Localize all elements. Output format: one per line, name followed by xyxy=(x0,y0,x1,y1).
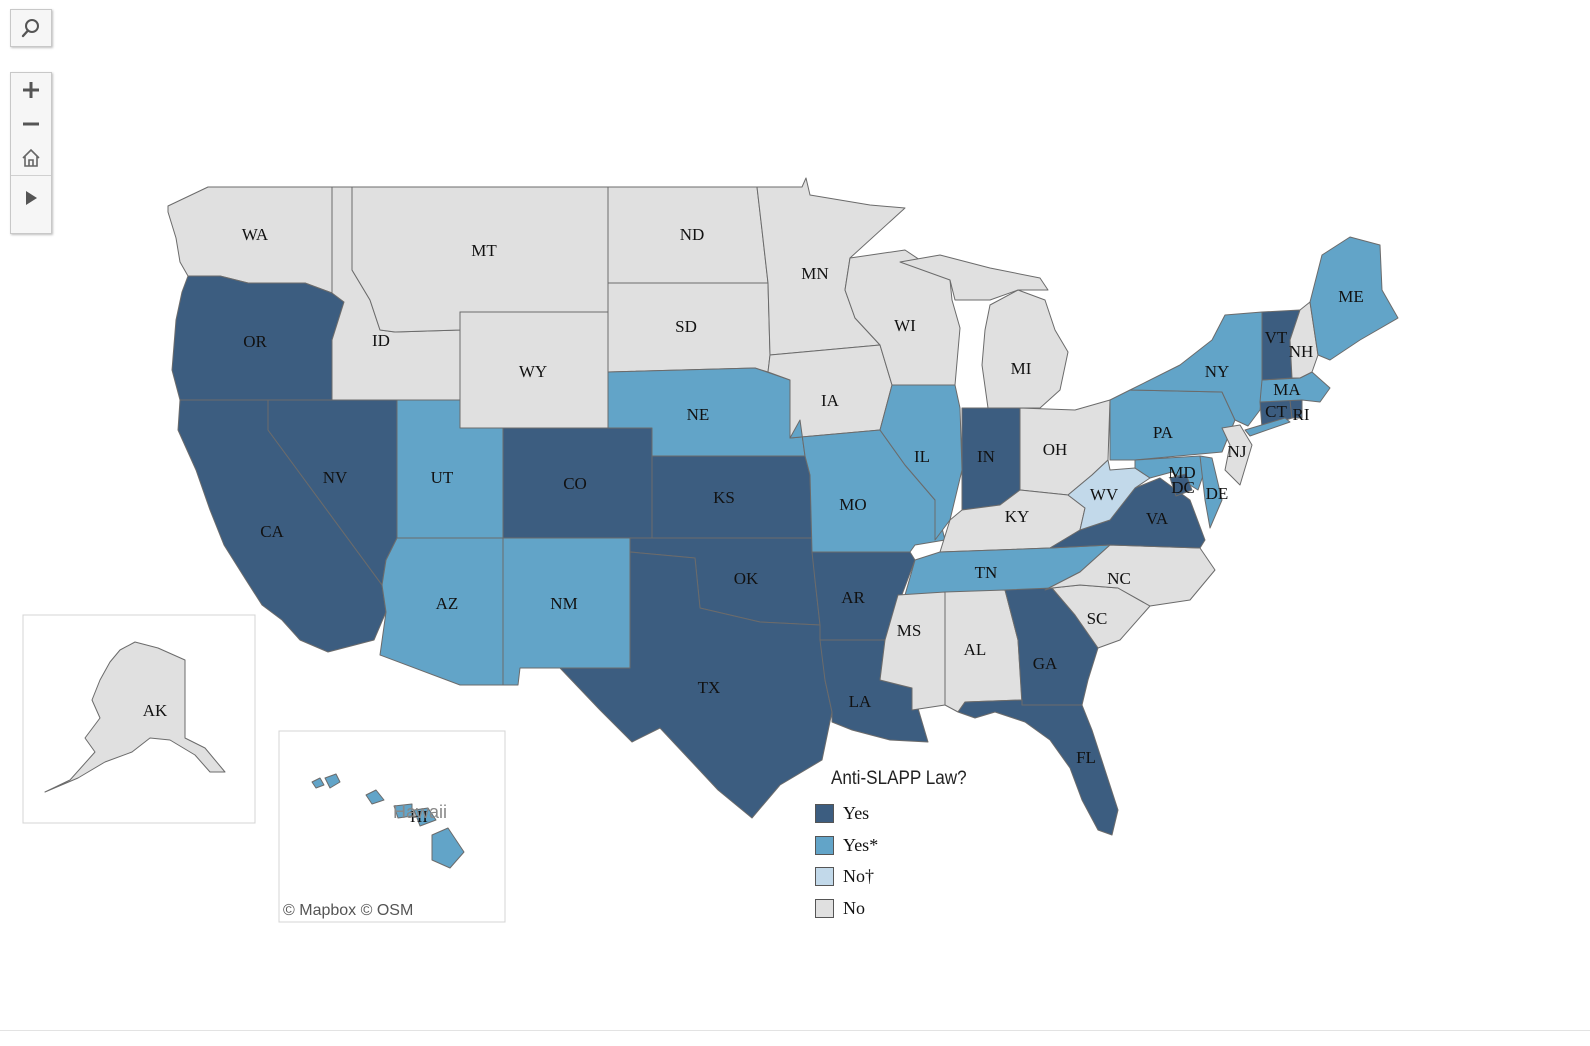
state-labels: WA OR CA ID NV MT WY UT AZ CO NM ND SD NE KS OK TX MN IA MO… xyxy=(143,225,1364,826)
state-MI-upper[interactable] xyxy=(899,254,1049,301)
state-label-MS: MS xyxy=(897,621,922,640)
state-label-WI: WI xyxy=(894,316,916,335)
state-label-MN: MN xyxy=(801,264,828,283)
legend-item-no-dagger[interactable]: No† xyxy=(815,861,982,893)
state-label-DE: DE xyxy=(1206,484,1229,503)
state-ME[interactable] xyxy=(1309,236,1399,361)
state-AK[interactable] xyxy=(44,641,226,793)
state-label-RI: RI xyxy=(1293,405,1310,424)
legend-label: No xyxy=(843,897,865,918)
state-label-MT: MT xyxy=(471,241,497,260)
state-label-AL: AL xyxy=(964,640,987,659)
state-DC[interactable] xyxy=(1169,473,1193,497)
zoom-out-button[interactable] xyxy=(11,107,51,141)
bottom-divider xyxy=(0,1030,1590,1031)
zoom-in-button[interactable] xyxy=(11,73,51,107)
state-label-IA: IA xyxy=(821,391,840,410)
state-label-FL: FL xyxy=(1076,748,1096,767)
legend-label: Yes xyxy=(843,803,870,824)
state-label-MO: MO xyxy=(839,495,866,514)
state-label-SD: SD xyxy=(675,317,697,336)
state-label-ME: ME xyxy=(1338,287,1364,306)
legend-item-no[interactable]: No xyxy=(815,893,982,925)
minus-icon xyxy=(23,122,39,126)
state-label-KS: KS xyxy=(713,488,735,507)
legend-item-yes[interactable]: Yes xyxy=(815,798,982,830)
state-label-AZ: AZ xyxy=(436,594,459,613)
state-label-LA: LA xyxy=(849,692,872,711)
state-label-OH: OH xyxy=(1043,440,1068,459)
legend-swatch xyxy=(815,867,834,887)
state-label-MI: MI xyxy=(1011,359,1032,378)
state-DE[interactable] xyxy=(1199,455,1223,529)
state-label-IL: IL xyxy=(914,447,930,466)
legend-swatch xyxy=(815,804,834,824)
hawaii-name: Hawaii xyxy=(393,802,448,822)
legend-label: No† xyxy=(843,866,874,887)
state-label-PA: PA xyxy=(1153,423,1174,442)
state-label-AR: AR xyxy=(841,588,865,607)
search-icon[interactable] xyxy=(11,10,51,46)
state-label-CO: CO xyxy=(563,474,587,493)
home-icon xyxy=(22,148,40,167)
search-control[interactable] xyxy=(10,9,52,47)
play-button[interactable] xyxy=(11,176,51,220)
legend-title: Anti-SLAPP Law? xyxy=(831,768,967,789)
state-label-WA: WA xyxy=(242,225,269,244)
legend-item-yes-star[interactable]: Yes* xyxy=(815,830,982,862)
state-NC[interactable] xyxy=(1044,544,1216,607)
state-label-VA: VA xyxy=(1146,509,1169,528)
state-label-NE: NE xyxy=(687,405,710,424)
hawaii-inset xyxy=(278,730,506,923)
legend: Anti-SLAPP Law? Yes Yes* No† No xyxy=(815,768,982,924)
state-label-UT: UT xyxy=(431,468,454,487)
state-MI[interactable] xyxy=(981,289,1069,409)
state-label-NV: NV xyxy=(323,468,348,487)
legend-swatch xyxy=(815,835,834,855)
plus-icon xyxy=(23,82,39,98)
state-label-TX: TX xyxy=(698,678,721,697)
state-label-TN: TN xyxy=(975,563,998,582)
state-label-OR: OR xyxy=(243,332,267,351)
state-NY-longisland[interactable] xyxy=(1244,417,1291,437)
state-label-NC: NC xyxy=(1107,569,1131,588)
map-attribution[interactable]: © Mapbox © OSM xyxy=(283,902,414,919)
state-HI[interactable] xyxy=(311,773,465,869)
state-label-GA: GA xyxy=(1033,654,1058,673)
state-label-HI: HI xyxy=(410,807,428,826)
state-label-VT: VT xyxy=(1265,328,1288,347)
state-FL[interactable] xyxy=(957,699,1119,836)
state-IL[interactable] xyxy=(879,384,963,541)
state-TX[interactable] xyxy=(559,551,833,819)
state-label-WY: WY xyxy=(519,362,547,381)
state-label-DC: DC xyxy=(1171,478,1195,497)
state-label-NJ: NJ xyxy=(1228,442,1247,461)
state-label-MD: MD xyxy=(1168,463,1195,482)
state-label-NM: NM xyxy=(550,594,577,613)
state-label-NY: NY xyxy=(1205,362,1230,381)
legend-label: Yes* xyxy=(843,834,879,855)
state-label-AK: AK xyxy=(143,701,168,720)
state-NJ[interactable] xyxy=(1221,424,1253,486)
state-label-OK: OK xyxy=(734,569,759,588)
state-label-KY: KY xyxy=(1005,507,1030,526)
map-toolbar xyxy=(10,72,52,234)
state-label-MA: MA xyxy=(1273,380,1301,399)
state-label-SC: SC xyxy=(1087,609,1108,628)
state-label-ID: ID xyxy=(372,331,390,350)
legend-swatch xyxy=(815,898,834,918)
state-label-IN: IN xyxy=(977,447,995,466)
state-label-CA: CA xyxy=(260,522,284,541)
state-label-WV: WV xyxy=(1090,485,1119,504)
home-button[interactable] xyxy=(11,141,51,176)
state-label-CT: CT xyxy=(1265,402,1287,421)
play-icon xyxy=(26,191,37,205)
state-label-ND: ND xyxy=(680,225,705,244)
state-label-NH: NH xyxy=(1289,342,1314,361)
